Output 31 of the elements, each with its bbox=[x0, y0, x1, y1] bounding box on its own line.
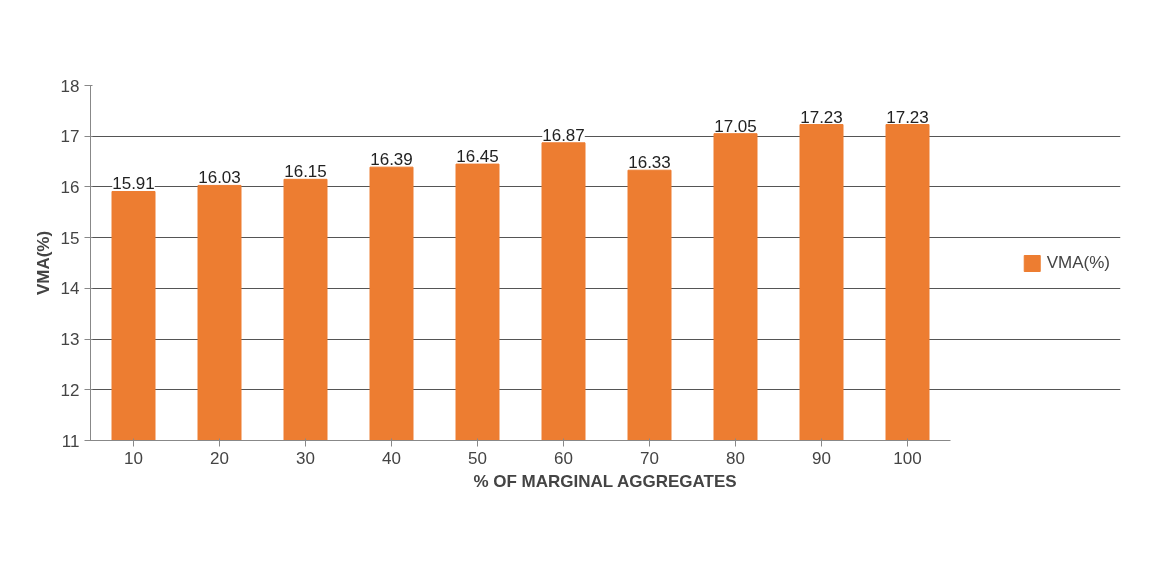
x-tick-label: 90 bbox=[812, 448, 831, 468]
data-label: 16.45 bbox=[456, 147, 499, 167]
legend-label: VMA(%) bbox=[1046, 252, 1110, 273]
y-tick-label: 17 bbox=[60, 127, 80, 147]
y-tick-label: 11 bbox=[61, 431, 80, 451]
x-tick-label: 50 bbox=[468, 448, 487, 468]
x-tick-label: 20 bbox=[210, 448, 229, 468]
x-tick-label: 100 bbox=[893, 448, 922, 468]
data-label: 17.23 bbox=[800, 107, 843, 127]
y-axis-title: VMA(%) bbox=[33, 230, 53, 296]
y-tick-label: 13 bbox=[60, 330, 80, 350]
data-label: 16.39 bbox=[370, 150, 413, 170]
y-tick-label: 15 bbox=[60, 228, 80, 248]
x-tick-label: 10 bbox=[124, 448, 143, 468]
y-tick-label: 18 bbox=[60, 76, 80, 96]
data-label: 15.91 bbox=[112, 174, 155, 194]
x-tick-label: 80 bbox=[726, 448, 745, 468]
data-label: 16.15 bbox=[284, 162, 327, 182]
data-label: 16.87 bbox=[542, 125, 585, 145]
y-tick-label: 12 bbox=[60, 380, 80, 400]
x-tick-label: 40 bbox=[382, 448, 401, 468]
data-label: 17.05 bbox=[714, 116, 757, 136]
x-tick-label: 30 bbox=[296, 448, 315, 468]
y-tick-label: 16 bbox=[60, 177, 80, 197]
data-label: 16.33 bbox=[628, 153, 671, 173]
y-tick-label: 14 bbox=[60, 279, 80, 299]
data-label: 17.23 bbox=[886, 107, 929, 127]
x-tick-label: 60 bbox=[554, 448, 573, 468]
data-label: 16.03 bbox=[198, 168, 241, 188]
x-tick-label: 70 bbox=[640, 448, 659, 468]
x-axis-title: % OF MARGINAL AGGREGATES bbox=[473, 471, 737, 491]
